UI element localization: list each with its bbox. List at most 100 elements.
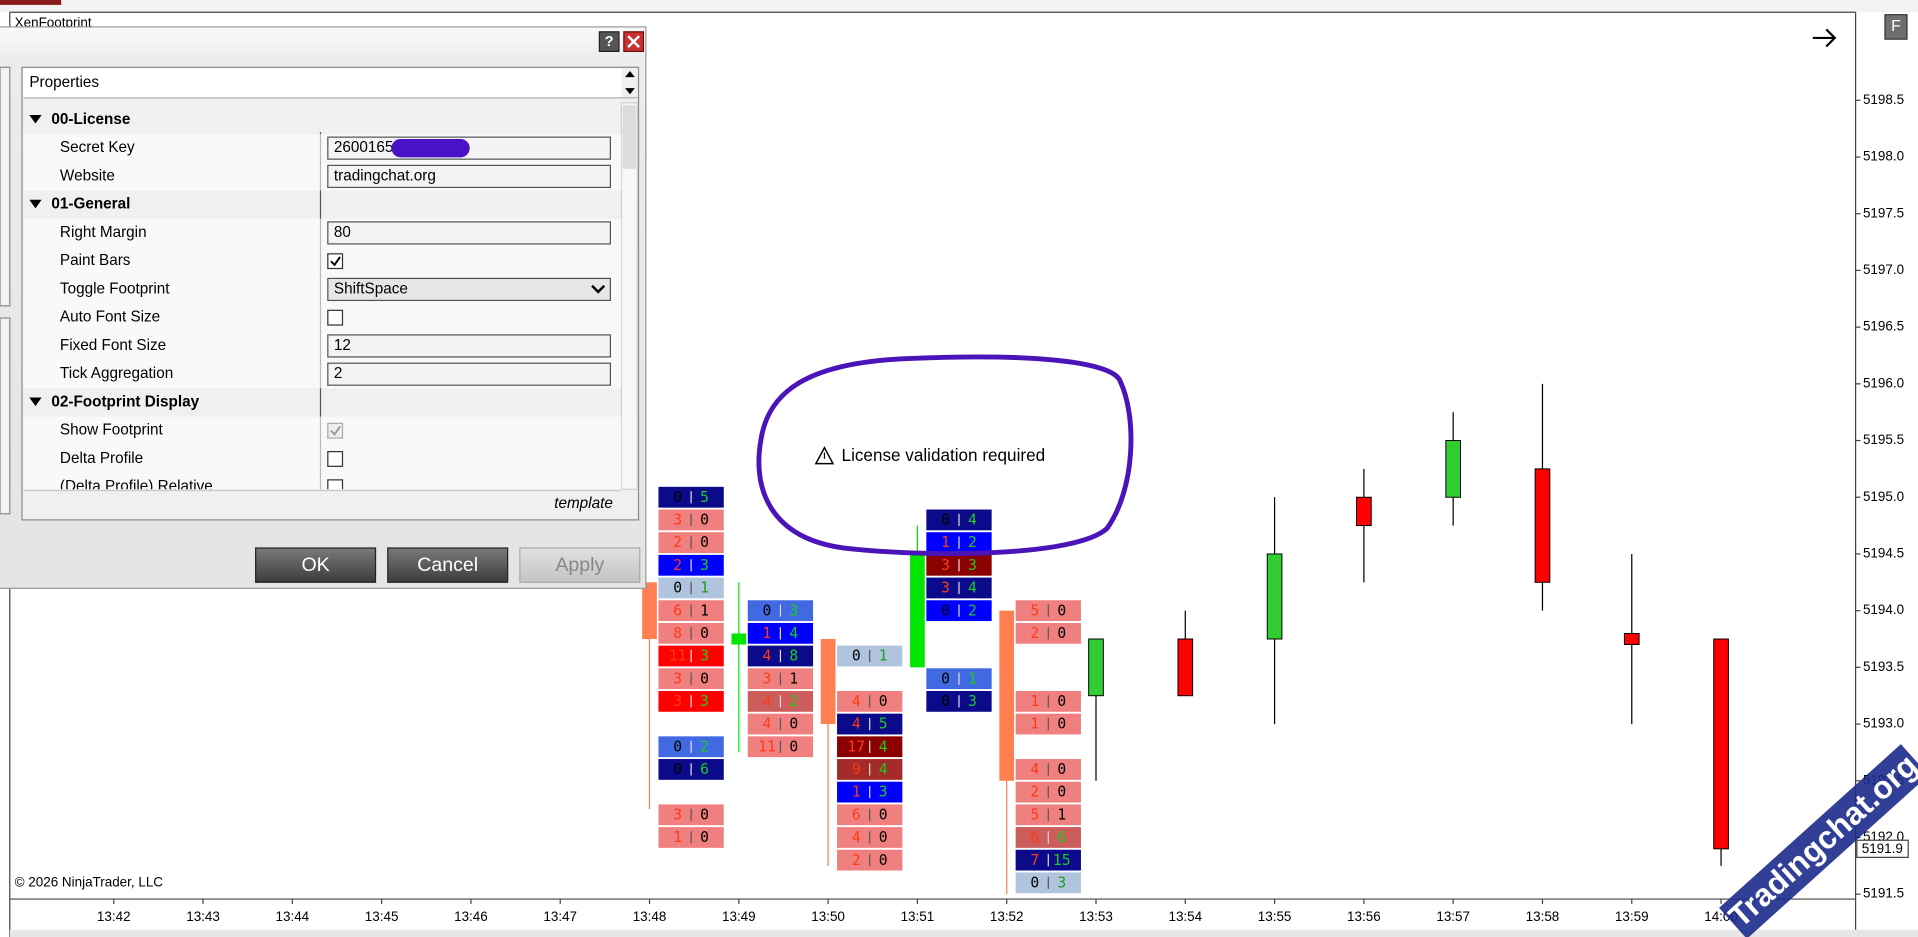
grid-scrollbar[interactable] [620,102,638,490]
bid-volume: 11 [758,738,776,755]
dropdown-value[interactable]: ShiftSpace [334,280,408,297]
bid-volume: 0 [852,648,861,665]
y-tick-label: 5195.5 [1863,432,1904,447]
section-toggle[interactable] [29,114,42,124]
bid-volume: 3 [673,670,682,687]
text-field[interactable] [327,334,611,358]
corner-button-label[interactable]: F [1891,18,1901,35]
bid-volume: 0 [941,670,950,687]
top-strip [0,0,1918,13]
checkbox[interactable] [327,451,344,467]
grid-scroll-thumb[interactable] [622,105,637,169]
ask-volume: 0 [879,806,888,823]
property-label: Toggle Footprint [60,280,170,297]
x-tick-label: 13:45 [365,909,399,924]
ask-volume: 3 [700,557,709,574]
bid-volume: 2 [673,534,682,551]
field-value[interactable]: tradingchat.org [334,167,436,184]
ask-volume: 0 [700,829,709,846]
dialog-button[interactable] [255,547,377,583]
ask-volume: 3 [700,693,709,710]
text-field[interactable] [327,164,611,189]
annotation-circle [756,354,1134,557]
checkbox[interactable] [327,479,344,495]
x-tick-label: 13:50 [811,909,845,924]
field-value[interactable]: 2600165 [334,139,394,156]
text-field[interactable] [327,362,611,386]
corner-button[interactable] [1884,14,1908,40]
section-title: 02-Footprint Display [51,393,199,410]
window-title: XenFootprint [15,15,92,30]
property-label: Fixed Font Size [60,337,166,354]
x-tick-label: 13:53 [1079,909,1113,924]
bid-volume: 0 [763,602,772,619]
ask-volume: 0 [879,829,888,846]
ask-volume: 6 [700,761,709,778]
bid-volume: 3 [673,693,682,710]
x-tick-label: 13:56 [1347,909,1381,924]
bid-volume: 6 [673,602,682,619]
property-row [23,444,622,474]
bid-volume: 4 [852,693,861,710]
section-title: 01-General [51,196,130,213]
grid-header-title: Properties [29,74,99,91]
y-tick-label: 5198.0 [1863,149,1904,164]
bid-volume: 4 [763,716,772,733]
properties-dialog: ? Properties 00-License Secret Key 2600165… [0,26,647,589]
ask-volume: 5 [700,489,709,506]
field-value[interactable]: 12 [334,337,351,354]
bid-volume: 6 [852,806,861,823]
ask-volume: 1 [789,670,798,687]
candle-body [1088,638,1104,697]
section-toggle[interactable] [29,397,42,407]
dialog-button[interactable] [387,547,509,583]
x-tick-label: 13:57 [1436,909,1470,924]
x-tick-label: 13:58 [1526,909,1560,924]
header-scroll[interactable] [625,70,635,95]
help-button-label[interactable]: ? [605,34,614,50]
template-link[interactable]: template [554,495,613,512]
candle-body [999,610,1015,781]
property-label: Show Footprint [60,422,164,439]
copyright: © 2026 NinjaTrader, LLC [15,875,164,890]
y-tick-label: 5191.5 [1863,886,1904,901]
scrollbar[interactable] [9,929,1918,937]
arrow-icon[interactable] [1812,28,1837,48]
bid-volume: 0 [1030,874,1039,891]
dialog-button-label[interactable]: OK [301,554,329,576]
ask-volume: 2 [700,738,709,755]
ask-volume: 3 [968,693,977,710]
dropdown[interactable] [327,277,611,302]
field-value[interactable]: 2 [334,365,343,382]
bid-volume: 1 [1030,693,1039,710]
ask-volume: 1 [968,670,977,687]
ask-volume: 0 [700,512,709,529]
checkbox[interactable] [327,253,344,270]
checkbox[interactable] [327,309,344,326]
property-label: Right Margin [60,224,147,241]
x-tick-label: 13:52 [990,909,1024,924]
ask-volume: 4 [879,738,888,755]
dropdown-arrow[interactable] [591,284,606,294]
x-tick-label: 13:42 [97,909,131,924]
y-tick-label: 5196.0 [1863,375,1904,390]
checkmark[interactable] [330,256,341,267]
candle-body [1177,638,1194,697]
y-tick-label: 5194.0 [1863,602,1904,617]
ask-volume: 3 [700,648,709,665]
x-tick-label: 13:51 [901,909,935,924]
property-label: Auto Font Size [60,309,160,326]
x-tick-label: 13:47 [543,909,577,924]
section-toggle[interactable] [29,199,42,209]
ask-volume: 3 [879,784,888,801]
help-button[interactable] [598,31,620,52]
dialog-button [519,547,641,583]
text-field[interactable] [327,221,611,245]
close-icon[interactable] [627,35,640,48]
tab-marker [0,0,62,5]
x-tick-label: 13:55 [1258,909,1292,924]
dialog-button-label[interactable]: Cancel [417,554,478,576]
property-label: (Delta Profile) Relative [60,478,213,495]
candle-body [642,582,657,640]
field-value[interactable]: 80 [334,224,351,241]
